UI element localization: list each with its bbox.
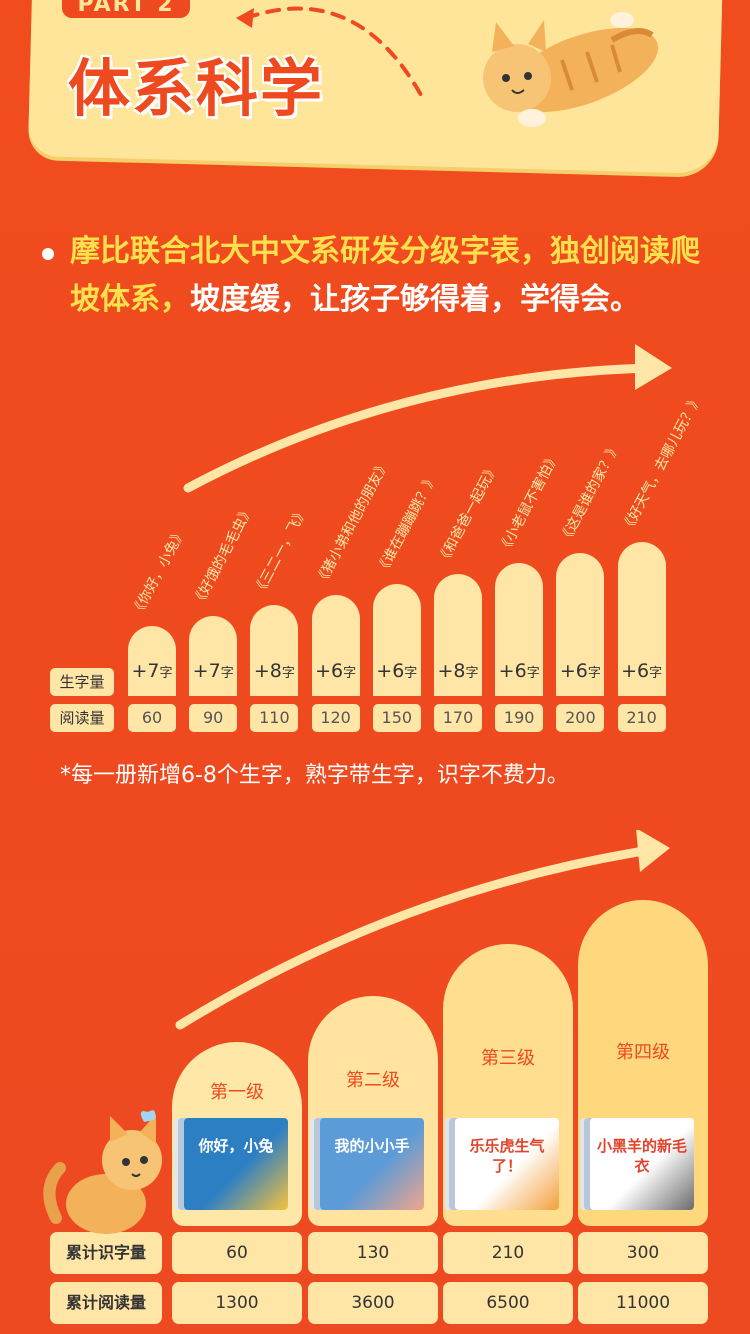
new-chars-value: +8字 bbox=[250, 660, 298, 682]
new-chars-unit: 字 bbox=[465, 666, 479, 681]
new-chars-number: +6 bbox=[559, 660, 588, 682]
cat-with-butterfly-icon bbox=[43, 1110, 162, 1234]
new-chars-value: +8字 bbox=[434, 660, 482, 682]
grade-level-name: 第三级 bbox=[481, 1048, 535, 1069]
new-chars-value: +7字 bbox=[189, 660, 237, 682]
growth-arrow-icon bbox=[183, 344, 672, 493]
total-reading-cell: 3600 bbox=[308, 1282, 438, 1324]
new-chars-value: +6字 bbox=[556, 660, 604, 682]
new-chars-number: +8 bbox=[437, 660, 466, 682]
new-chars-number: +6 bbox=[315, 660, 344, 682]
level-bar: +7字 bbox=[128, 626, 176, 696]
reading-value-cell: 120 bbox=[311, 704, 360, 732]
new-chars-unit: 字 bbox=[281, 666, 295, 681]
grade-level-column: 第二级 我的小小手 bbox=[308, 996, 438, 1226]
cat-illustration-icon bbox=[483, 12, 659, 127]
grade-level-column: 第一级你好，小兔 bbox=[172, 1042, 302, 1226]
level-bar: +6字 bbox=[495, 563, 544, 696]
total-reading-cell: 11000 bbox=[578, 1282, 708, 1324]
new-chars-number: +7 bbox=[192, 660, 221, 682]
new-chars-number: +7 bbox=[131, 660, 160, 682]
new-chars-unit: 字 bbox=[343, 666, 357, 681]
reading-value-cell: 210 bbox=[617, 704, 666, 732]
dashed-arc-decoration bbox=[236, 6, 423, 97]
level-bar: +6字 bbox=[372, 584, 421, 696]
level-bar: +6字 bbox=[617, 542, 666, 696]
book-cover-title: 乐乐虎生气了！ bbox=[469, 1137, 545, 1175]
book-cover-image: 小黑羊的新毛衣 bbox=[590, 1118, 694, 1210]
total-reading-cell: 6500 bbox=[443, 1282, 573, 1324]
total-chars-cell: 130 bbox=[308, 1232, 438, 1274]
book-cover-title: 你好，小兔 bbox=[198, 1137, 274, 1155]
reading-value-cell: 60 bbox=[128, 704, 176, 732]
grade-level-column: 第三级乐乐虎生气了！ bbox=[443, 944, 573, 1226]
reading-value-cell: 150 bbox=[372, 704, 421, 732]
new-chars-value: +6字 bbox=[495, 660, 543, 682]
grade-level-column: 第四级小黑羊的新毛衣 bbox=[578, 900, 708, 1226]
row-label-total-reading: 累计阅读量 bbox=[50, 1282, 162, 1324]
row-label-total-chars: 累计识字量 bbox=[50, 1232, 162, 1274]
book-cover-image: 乐乐虎生气了！ bbox=[455, 1118, 559, 1210]
new-chars-unit: 字 bbox=[159, 666, 173, 681]
total-chars-cell: 210 bbox=[443, 1232, 573, 1274]
reading-value-cell: 90 bbox=[189, 704, 238, 732]
part-tag: PART 2 bbox=[62, 0, 190, 18]
reading-value-cell: 200 bbox=[556, 704, 605, 732]
new-chars-unit: 字 bbox=[649, 666, 663, 681]
level-bar: +8字 bbox=[250, 605, 299, 696]
level-bar: +6字 bbox=[311, 594, 360, 696]
new-chars-value: +6字 bbox=[312, 660, 360, 682]
book-cover-title: 我的小小手 bbox=[334, 1137, 410, 1155]
grade-level-name: 第四级 bbox=[616, 1042, 670, 1063]
description-highlight: 摩比联合北大中文系研发分级字表，独创阅读爬坡体系， bbox=[70, 234, 700, 317]
new-chars-number: +6 bbox=[498, 660, 527, 682]
total-reading-cell: 1300 bbox=[172, 1282, 302, 1324]
growth-arrow-icon bbox=[175, 830, 670, 1030]
total-chars-cell: 300 bbox=[578, 1232, 708, 1274]
reading-value-cell: 110 bbox=[250, 704, 299, 732]
new-chars-value: +6字 bbox=[618, 660, 666, 682]
description-text: 摩比联合北大中文系研发分级字表，独创阅读爬坡体系，坡度缓，让孩子够得着，学得会。 bbox=[70, 228, 720, 324]
bullet-dot bbox=[42, 248, 54, 260]
book-cover-title: 小黑羊的新毛衣 bbox=[596, 1137, 687, 1175]
book-cover-image: 你好，小兔 bbox=[184, 1118, 288, 1210]
new-chars-unit: 字 bbox=[404, 666, 418, 681]
new-chars-unit: 字 bbox=[220, 666, 234, 681]
description-rest: 坡度缓，让孩子够得着，学得会。 bbox=[190, 282, 640, 317]
row-label-new-chars: 生字量 bbox=[50, 668, 114, 696]
new-chars-number: +6 bbox=[376, 660, 405, 682]
reading-value-cell: 190 bbox=[495, 704, 544, 732]
chart-note: *每一册新增6-8个生字，熟字带生字，识字不费力。 bbox=[60, 763, 569, 788]
row-label-reading: 阅读量 bbox=[50, 704, 114, 732]
level-bar: +6字 bbox=[556, 552, 605, 696]
reading-value-cell: 170 bbox=[434, 704, 482, 732]
new-chars-number: +6 bbox=[621, 660, 650, 682]
new-chars-number: +8 bbox=[253, 660, 282, 682]
level-bar: +8字 bbox=[434, 573, 482, 696]
page-title: 体系科学 bbox=[68, 52, 325, 125]
new-chars-unit: 字 bbox=[526, 666, 540, 681]
new-chars-value: +7字 bbox=[128, 660, 176, 682]
grade-level-name: 第一级 bbox=[210, 1082, 264, 1103]
grade-level-name: 第二级 bbox=[346, 1070, 400, 1091]
book-cover-image: 我的小小手 bbox=[320, 1118, 424, 1210]
total-chars-cell: 60 bbox=[172, 1232, 302, 1274]
new-chars-value: +6字 bbox=[373, 660, 421, 682]
level-bar: +7字 bbox=[189, 615, 238, 696]
new-chars-unit: 字 bbox=[587, 666, 601, 681]
